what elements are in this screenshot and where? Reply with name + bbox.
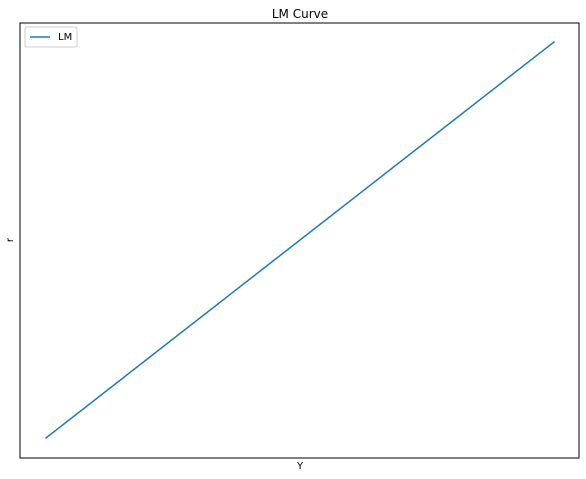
y-axis-label: r [5,237,16,242]
series-layer [44,40,556,440]
chart-title: LM Curve [272,7,328,21]
legend: LM [24,26,78,48]
x-axis-label: Y [296,461,304,472]
legend-label-lm: LM [58,32,72,43]
legend-box [24,26,78,48]
series-line-lm [44,40,556,440]
